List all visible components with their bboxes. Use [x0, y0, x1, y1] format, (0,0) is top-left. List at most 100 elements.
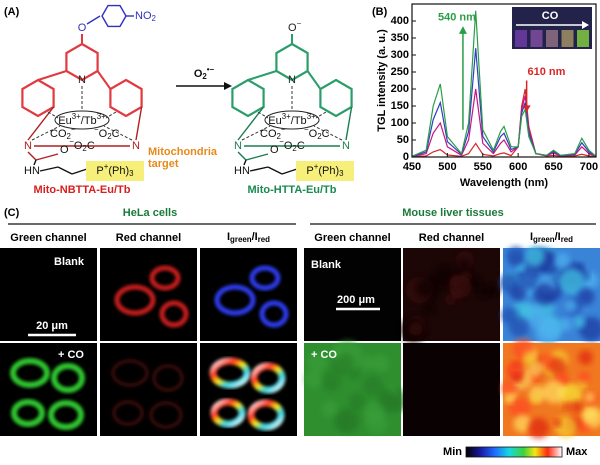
tissue-texture: [558, 268, 585, 295]
condition-label: + CO: [311, 349, 337, 361]
ring: [21, 78, 55, 118]
atom-n: N: [78, 74, 86, 86]
carboxylate-part: O: [74, 140, 83, 152]
metal-ion: Eu3+/Tb3+: [268, 112, 316, 127]
channel-header-part: I: [227, 231, 230, 243]
tissue-texture: [509, 397, 531, 419]
phosphonium-part: +: [104, 162, 109, 171]
carboxylate-part: O: [284, 140, 293, 152]
cell: [159, 300, 189, 328]
tissue-texture: [573, 316, 586, 329]
annotation-arrowhead: [458, 26, 467, 34]
tissue-texture: [360, 355, 375, 370]
reagent-part: 2: [202, 72, 207, 81]
metal-ion-part: Eu: [268, 115, 281, 127]
tissue-texture: [569, 400, 583, 413]
tissue-texture: [535, 319, 561, 345]
y-tick-label: 300: [391, 49, 409, 61]
tissue-texture: [363, 402, 384, 423]
phosphonium-part: P: [306, 165, 313, 177]
bond: [86, 15, 101, 25]
x-tick-label: 650: [544, 161, 562, 173]
colorbar: [465, 446, 563, 458]
product-name: Mito-HTTA-Eu/Tb: [248, 184, 337, 196]
micrograph: [0, 248, 97, 341]
group-title: HeLa cells: [123, 207, 177, 219]
bond: [315, 111, 327, 119]
target-box: [86, 161, 144, 181]
nitro-group: NO2: [135, 10, 156, 23]
y-tick-label: 200: [391, 83, 409, 95]
tissue-texture: [372, 355, 390, 372]
tissue-texture: [533, 283, 556, 306]
channel-header-part: /I: [252, 231, 258, 243]
nitro-group-part: 2: [152, 14, 156, 23]
carboxylate-part: O: [309, 128, 318, 140]
cell: [249, 265, 281, 291]
tissue-texture: [523, 352, 537, 366]
carboxylate-part: 2: [292, 144, 296, 153]
carboxylate-part: 2: [107, 132, 111, 141]
vial: [530, 30, 543, 47]
phosphonium-part: 3: [339, 169, 344, 178]
cell: [51, 363, 85, 393]
target-label: target: [148, 158, 179, 170]
x-tick-label: 450: [403, 161, 421, 173]
condition-label: + CO: [58, 349, 84, 361]
bond: [57, 166, 73, 175]
spectrum-line: [411, 10, 597, 157]
phosphonium: P+(Ph)3: [306, 162, 344, 178]
y-tick-label: 50: [397, 134, 409, 146]
panel-label: (C): [4, 207, 20, 219]
ring: [319, 78, 353, 118]
channel-header: Green channel: [314, 232, 390, 244]
y-tick-label: 0: [403, 151, 409, 163]
cell: [214, 284, 256, 316]
phosphonium-part: (Ph): [318, 165, 339, 177]
cell: [250, 362, 286, 394]
plot-frame: [411, 3, 597, 158]
ring: [109, 78, 143, 118]
atom-o: O: [270, 144, 279, 156]
carboxylate-part: C: [87, 140, 95, 152]
cell: [209, 357, 251, 389]
annotation: 610 nm: [528, 66, 566, 78]
tissue-texture: [578, 370, 591, 383]
reagent: O2•−: [194, 65, 215, 81]
carboxylate-part: O: [99, 128, 108, 140]
metal-ion-part: 3+: [307, 112, 316, 121]
reaction-arrowhead: [224, 82, 232, 90]
x-tick-label: 700: [580, 161, 598, 173]
atom-n: N: [132, 140, 140, 152]
cell: [10, 358, 50, 388]
tissue-texture: [501, 380, 517, 397]
bond: [247, 70, 277, 81]
tissue-texture: [527, 417, 549, 439]
tissue-texture: [553, 252, 571, 270]
bond: [245, 153, 269, 161]
x-tick-label: 500: [438, 161, 456, 173]
cell: [210, 398, 246, 428]
bond: [105, 111, 117, 119]
metal-ion-part: 3+: [72, 112, 81, 121]
carboxylate-part: 2: [67, 132, 71, 141]
tissue-texture: [477, 285, 491, 299]
x-tick-label: 550: [474, 161, 492, 173]
tissue-texture: [516, 266, 541, 290]
tissue-texture: [583, 407, 600, 428]
micrograph: [304, 248, 401, 341]
tissue-texture: [524, 246, 545, 267]
metal-ion-part: Eu: [58, 115, 71, 127]
carboxylate-part: CO: [50, 128, 67, 140]
y-tick-label: 250: [391, 66, 409, 78]
tissue-texture: [504, 394, 515, 404]
annotation: 540 nm: [438, 12, 476, 24]
cell: [259, 300, 289, 328]
reagent-part: O: [194, 68, 203, 80]
y-tick-label: 100: [391, 117, 409, 129]
cell: [247, 399, 285, 431]
bond: [243, 159, 247, 166]
oxide-part: O: [288, 22, 297, 34]
channel-header: Igreen/Ired: [227, 231, 270, 244]
carboxylate: −O2C: [94, 125, 120, 141]
